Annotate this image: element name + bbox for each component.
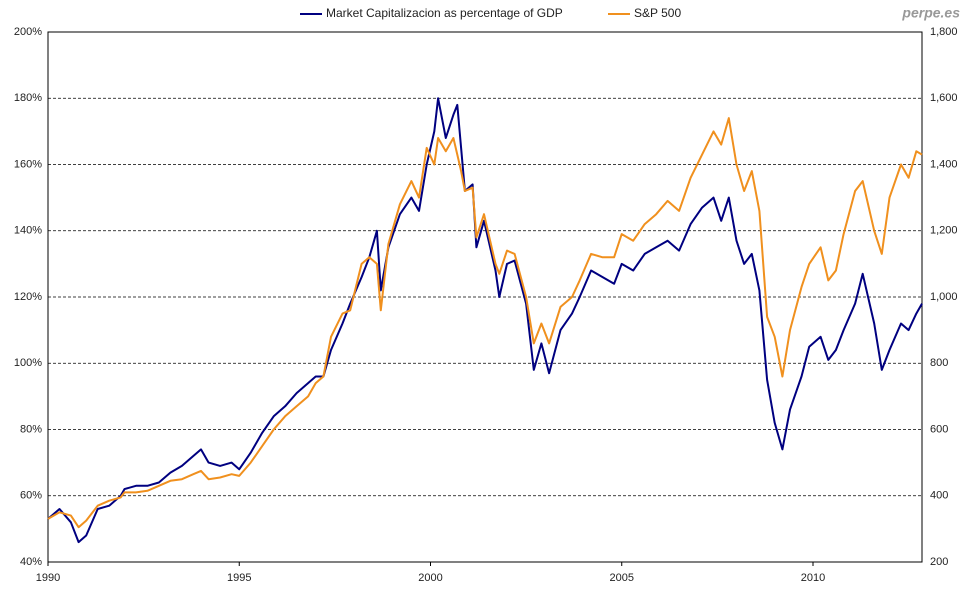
x-tick-label: 1990 bbox=[36, 572, 60, 584]
y2-tick-label: 800 bbox=[930, 357, 948, 369]
y-tick-label: 160% bbox=[14, 158, 42, 170]
series-line bbox=[47, 117, 923, 529]
series-line bbox=[47, 97, 923, 544]
y2-tick-label: 1,800 bbox=[930, 26, 958, 38]
x-tick-label: 2005 bbox=[609, 572, 633, 584]
y2-tick-label: 1,200 bbox=[930, 225, 958, 237]
legend-label: S&P 500 bbox=[634, 6, 681, 20]
watermark: perpe.es bbox=[901, 5, 960, 21]
y2-tick-label: 400 bbox=[930, 490, 948, 502]
x-tick-label: 2000 bbox=[418, 572, 442, 584]
y-tick-label: 40% bbox=[20, 556, 42, 568]
y-tick-label: 100% bbox=[14, 357, 42, 369]
y2-tick-label: 1,000 bbox=[930, 291, 958, 303]
y2-tick-label: 200 bbox=[930, 556, 948, 568]
y-tick-label: 200% bbox=[14, 26, 42, 38]
y-tick-label: 80% bbox=[20, 423, 42, 435]
y2-tick-label: 1,600 bbox=[930, 92, 958, 104]
y2-tick-label: 600 bbox=[930, 423, 948, 435]
legend-label: Market Capitalizacion as percentage of G… bbox=[326, 6, 563, 20]
y-tick-label: 120% bbox=[14, 291, 42, 303]
y-tick-label: 60% bbox=[20, 490, 42, 502]
x-tick-label: 2010 bbox=[801, 572, 825, 584]
y-tick-label: 140% bbox=[14, 225, 42, 237]
y2-tick-label: 1,400 bbox=[930, 158, 958, 170]
y-tick-label: 180% bbox=[14, 92, 42, 104]
x-tick-label: 1995 bbox=[227, 572, 251, 584]
